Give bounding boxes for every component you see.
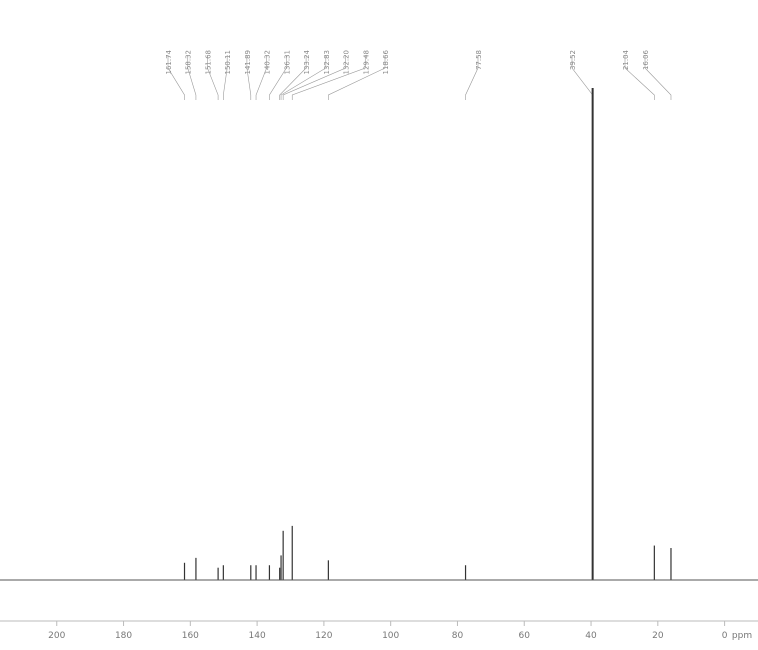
peak-label: 150.11 xyxy=(224,50,232,75)
peak-group xyxy=(183,88,672,580)
peak-leader-line xyxy=(255,55,267,100)
x-axis-ticks: 200 180 160 140 120 100 80 60 40 20 0 ppm xyxy=(48,621,752,641)
peak-label: 136.31 xyxy=(283,50,291,75)
peak-label: 151.68 xyxy=(204,50,212,75)
x-tick-label: 160 xyxy=(182,631,199,641)
peak-label: 132.20 xyxy=(343,50,351,75)
peak-leader-line xyxy=(167,55,185,100)
peak-leader-line xyxy=(269,55,287,100)
peak-label: 16.06 xyxy=(642,49,650,70)
peak-label: 133.24 xyxy=(303,49,311,74)
peak-leader-line xyxy=(223,55,228,100)
peak-label: 140.32 xyxy=(264,50,272,75)
x-tick-label: 140 xyxy=(249,631,266,641)
peak-leader-line xyxy=(246,55,252,100)
peak-leader-line xyxy=(328,55,386,100)
x-tick-label: 80 xyxy=(452,631,464,641)
x-tick-label: 200 xyxy=(48,631,65,641)
peak-leader-line xyxy=(644,55,672,100)
peak-label: 132.83 xyxy=(323,50,331,75)
x-tick-label: 20 xyxy=(652,631,664,641)
peak-label: 129.48 xyxy=(362,50,370,75)
peak-leader-line xyxy=(279,55,307,100)
peak-label: 158.32 xyxy=(185,50,193,75)
peak-label: 39.52 xyxy=(569,50,577,70)
x-tick-label: 0 xyxy=(722,631,728,641)
peak-leader-line xyxy=(282,55,346,100)
peak-leader-line xyxy=(465,55,479,100)
x-tick-label: 60 xyxy=(519,631,531,641)
x-tick-label: 180 xyxy=(115,631,132,641)
x-tick-label: 100 xyxy=(382,631,399,641)
peak-label: 161.74 xyxy=(165,49,173,74)
x-tick-label: 40 xyxy=(585,631,597,641)
peak-label: 77.58 xyxy=(475,50,483,70)
peak-label: 118.66 xyxy=(382,49,390,74)
peak-leader-line xyxy=(624,55,655,100)
x-axis-unit: ppm xyxy=(732,631,752,641)
leader-line-group xyxy=(167,55,672,100)
peak-label-group: 161.74 158.32 151.68 150.11 141.89 140.32 136.… xyxy=(165,49,650,74)
peak-label: 21.04 xyxy=(622,49,630,70)
peak-leader-line xyxy=(187,55,197,100)
peak-leader-line xyxy=(291,55,366,100)
peak-leader-line xyxy=(280,55,327,100)
peak-leader-line xyxy=(207,55,219,100)
x-tick-label: 120 xyxy=(315,631,332,641)
peak-label: 141.89 xyxy=(244,50,252,75)
